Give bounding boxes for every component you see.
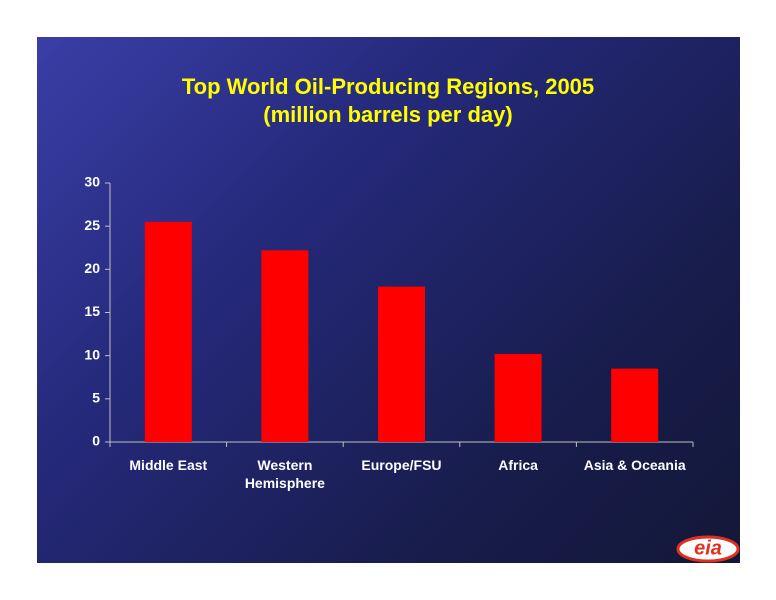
bar xyxy=(611,368,659,442)
x-tick-label: Asia & Oceania xyxy=(583,457,686,473)
y-tick-label: 25 xyxy=(84,217,100,233)
y-tick-label: 0 xyxy=(92,433,100,449)
bar xyxy=(494,353,542,442)
x-tick-label: Europe/FSU xyxy=(361,457,442,473)
x-tick-label: Africa xyxy=(498,457,538,473)
logo: eia xyxy=(676,535,740,563)
y-tick-label: 5 xyxy=(92,390,100,406)
y-tick-label: 10 xyxy=(84,346,100,362)
x-tick-label: Middle East xyxy=(129,457,208,473)
x-tick-label: Western Hemisphere xyxy=(244,457,325,491)
logo-text: eia xyxy=(694,537,722,559)
y-tick-label: 30 xyxy=(84,174,100,190)
bar xyxy=(378,286,425,442)
y-tick-label: 15 xyxy=(84,303,100,319)
chart-subtitle: (million barrels per day) xyxy=(263,102,512,127)
y-tick-label: 20 xyxy=(84,260,100,276)
logo-badge xyxy=(676,535,740,563)
bar xyxy=(144,221,192,442)
chart-title: Top World Oil-Producing Regions, 2005 xyxy=(182,74,594,99)
bar xyxy=(261,250,309,442)
